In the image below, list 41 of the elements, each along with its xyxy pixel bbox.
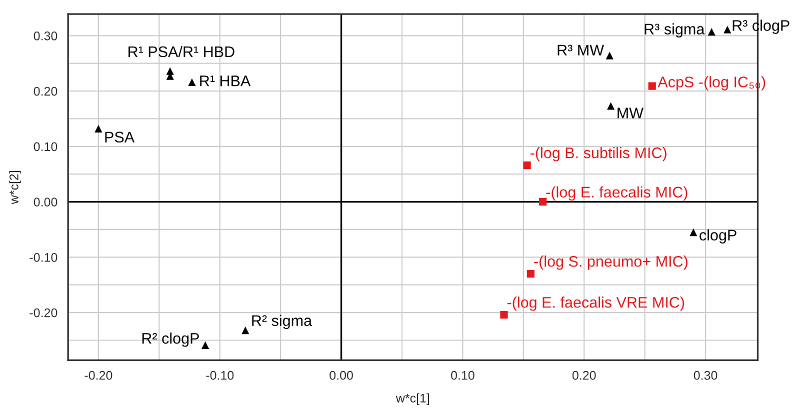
x-tick-label: -0.20 xyxy=(84,370,112,380)
point xyxy=(188,78,196,86)
data-label: R³ MW xyxy=(558,44,604,56)
data-label: MW xyxy=(618,108,644,118)
point xyxy=(539,198,547,206)
point xyxy=(242,326,250,334)
point xyxy=(500,310,508,319)
y-tick-label: 0.30 xyxy=(34,31,58,40)
point xyxy=(201,341,210,350)
data-label: clogP xyxy=(700,229,736,244)
data-label: R² sigma xyxy=(252,314,312,330)
y-tick-label: 0.00 xyxy=(34,198,58,206)
data-label: -(log S. pneumo+ MIC) xyxy=(534,256,688,270)
data-label: -(log B. subtilis MIC) xyxy=(530,147,666,162)
data-label: R² clogP xyxy=(142,332,199,347)
x-tick-label: -0.10 xyxy=(206,370,234,380)
y-axis-title: w*c[2] xyxy=(9,171,21,204)
x-tick-label: 0.00 xyxy=(330,370,353,380)
point xyxy=(708,28,716,36)
point xyxy=(606,52,614,60)
x-tick-label: 0.20 xyxy=(572,370,596,380)
point xyxy=(94,124,102,133)
point xyxy=(648,82,656,90)
data-label: PSA xyxy=(105,132,135,143)
data-label: R¹ PSA/R¹ HBD xyxy=(128,46,234,58)
x-tick-label: 0.30 xyxy=(694,370,718,380)
point xyxy=(607,102,615,110)
y-tick-label: -0.20 xyxy=(30,308,58,318)
data-label: -(log E. faecalis MIC) xyxy=(546,186,688,201)
data-label: -(log E. faecalis VRE MIC) xyxy=(507,296,684,311)
point xyxy=(690,228,698,236)
y-tick-label: 0.10 xyxy=(34,142,58,152)
point xyxy=(526,270,534,278)
data-label: R³ sigma xyxy=(644,23,705,38)
data-label: R¹ HBA xyxy=(200,76,251,86)
y-tick-label: 0.20 xyxy=(34,86,58,96)
point xyxy=(523,161,531,170)
y-tick-label: -0.10 xyxy=(30,252,58,262)
point xyxy=(724,26,732,34)
x-tick-label: 0.10 xyxy=(451,370,474,380)
x-axis-title: w*c[1] xyxy=(396,393,430,406)
